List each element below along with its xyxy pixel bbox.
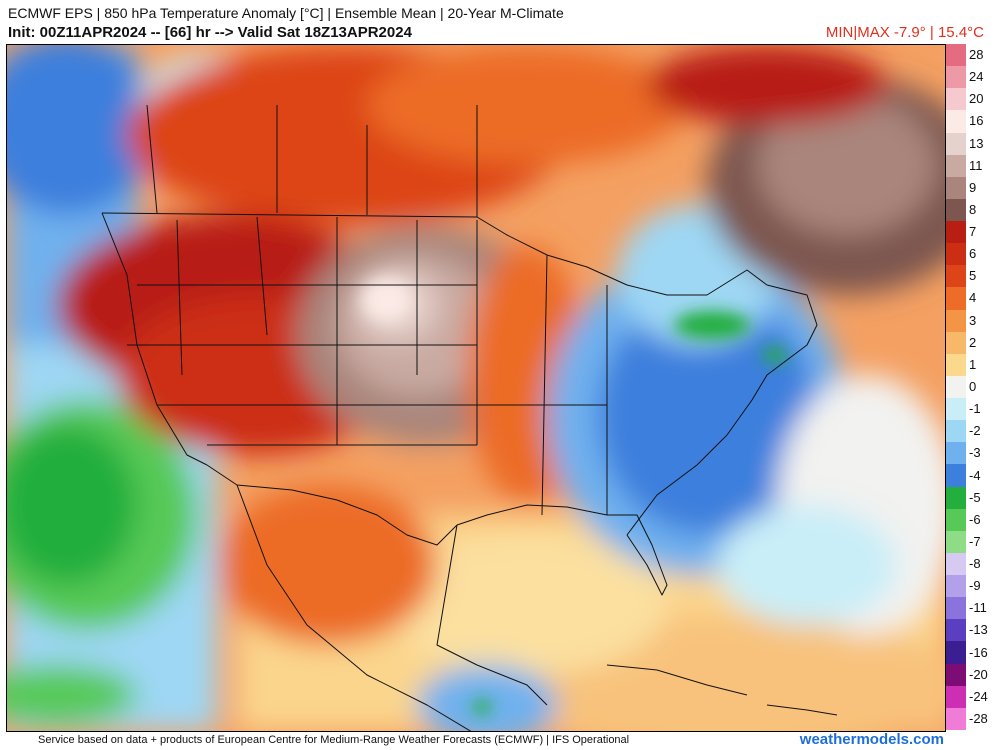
colorbar-swatch (946, 243, 966, 266)
colorbar-label: 3 (969, 312, 977, 328)
colorbar-label: 11 (969, 157, 983, 173)
colorbar-swatch (946, 331, 966, 355)
colorbar-swatch (946, 132, 966, 156)
colorbar-label: 7 (969, 224, 977, 240)
colorbar-label: -6 (969, 511, 981, 527)
colorbar-label: -24 (969, 688, 988, 704)
colorbar-swatch (946, 353, 966, 377)
colorbar-label: 4 (969, 290, 977, 306)
colorbar-swatch (946, 176, 966, 200)
anomaly-map[interactable] (6, 44, 946, 732)
colorbar-label: 16 (969, 113, 984, 129)
colorbar-swatch (946, 198, 966, 222)
colorbar-swatch (946, 66, 966, 89)
colorbar-swatch (946, 88, 966, 111)
min-max-readout: MIN|MAX -7.9° | 15.4°C (825, 24, 984, 41)
colorbar-label: -8 (969, 556, 981, 572)
boundaries (101, 104, 838, 731)
colorbar-swatch (946, 530, 966, 554)
colorbar-swatch (946, 685, 966, 709)
colorbar-swatch (946, 575, 966, 598)
colorbar-swatch (946, 420, 966, 443)
colorbar-label: -11 (969, 600, 987, 616)
data-credit: Service based on data + products of Euro… (38, 734, 630, 746)
colorbar-label: 1 (969, 356, 977, 372)
colorbar-swatch (946, 309, 966, 333)
colorbar-swatch (946, 154, 966, 178)
colorbar-swatch (946, 508, 966, 532)
colorbar-label: 28 (969, 47, 984, 63)
colorbar-swatch (946, 464, 966, 488)
colorbar-swatch (946, 221, 966, 244)
colorbar-label: 24 (969, 69, 984, 85)
colorbar-label: -9 (969, 578, 981, 594)
colorbar-label: -3 (969, 445, 981, 461)
colorbar-label: -16 (969, 644, 988, 660)
map-title: ECMWF EPS | 850 hPa Temperature Anomaly … (8, 5, 564, 21)
colorbar-label: -7 (969, 533, 981, 549)
colorbar-label: 20 (969, 91, 984, 107)
colorbar-label: -13 (969, 622, 988, 638)
colorbar-swatch (946, 44, 966, 67)
map-valid-time: Init: 00Z11APR2024 -- [66] hr --> Valid … (8, 24, 412, 41)
colorbar-swatch (946, 110, 966, 133)
colorbar-label: 8 (969, 201, 977, 217)
colorbar (946, 44, 966, 731)
colorbar-swatch (946, 398, 966, 421)
colorbar-swatch (946, 375, 966, 399)
colorbar-swatch (946, 287, 966, 311)
colorbar-swatch (946, 552, 966, 576)
colorbar-label: 13 (969, 135, 984, 151)
colorbar-label: 2 (969, 334, 977, 350)
map-header: ECMWF EPS | 850 hPa Temperature Anomaly … (8, 4, 992, 42)
colorbar-label: 9 (969, 179, 977, 195)
anomaly-field (7, 45, 945, 731)
colorbar-swatch (946, 619, 966, 642)
colorbar-label: -4 (969, 467, 981, 483)
anomaly-cores (362, 278, 787, 714)
colorbar-label: -2 (969, 423, 981, 439)
brand-link[interactable]: weathermodels.com (799, 731, 944, 748)
colorbar-label: -20 (969, 666, 988, 682)
colorbar-label: -1 (969, 401, 981, 417)
colorbar-swatch (946, 442, 966, 465)
colorbar-label: 5 (969, 268, 977, 284)
colorbar-swatch (946, 486, 966, 510)
colorbar-label: -28 (969, 710, 988, 726)
colorbar-label: -5 (969, 489, 981, 505)
colorbar-swatch (946, 707, 966, 731)
colorbar-label: 0 (969, 379, 977, 394)
colorbar-swatch (946, 663, 966, 687)
colorbar-swatch (946, 597, 966, 620)
colorbar-label: 6 (969, 246, 977, 262)
colorbar-swatch (946, 641, 966, 665)
colorbar-swatch (946, 265, 966, 288)
